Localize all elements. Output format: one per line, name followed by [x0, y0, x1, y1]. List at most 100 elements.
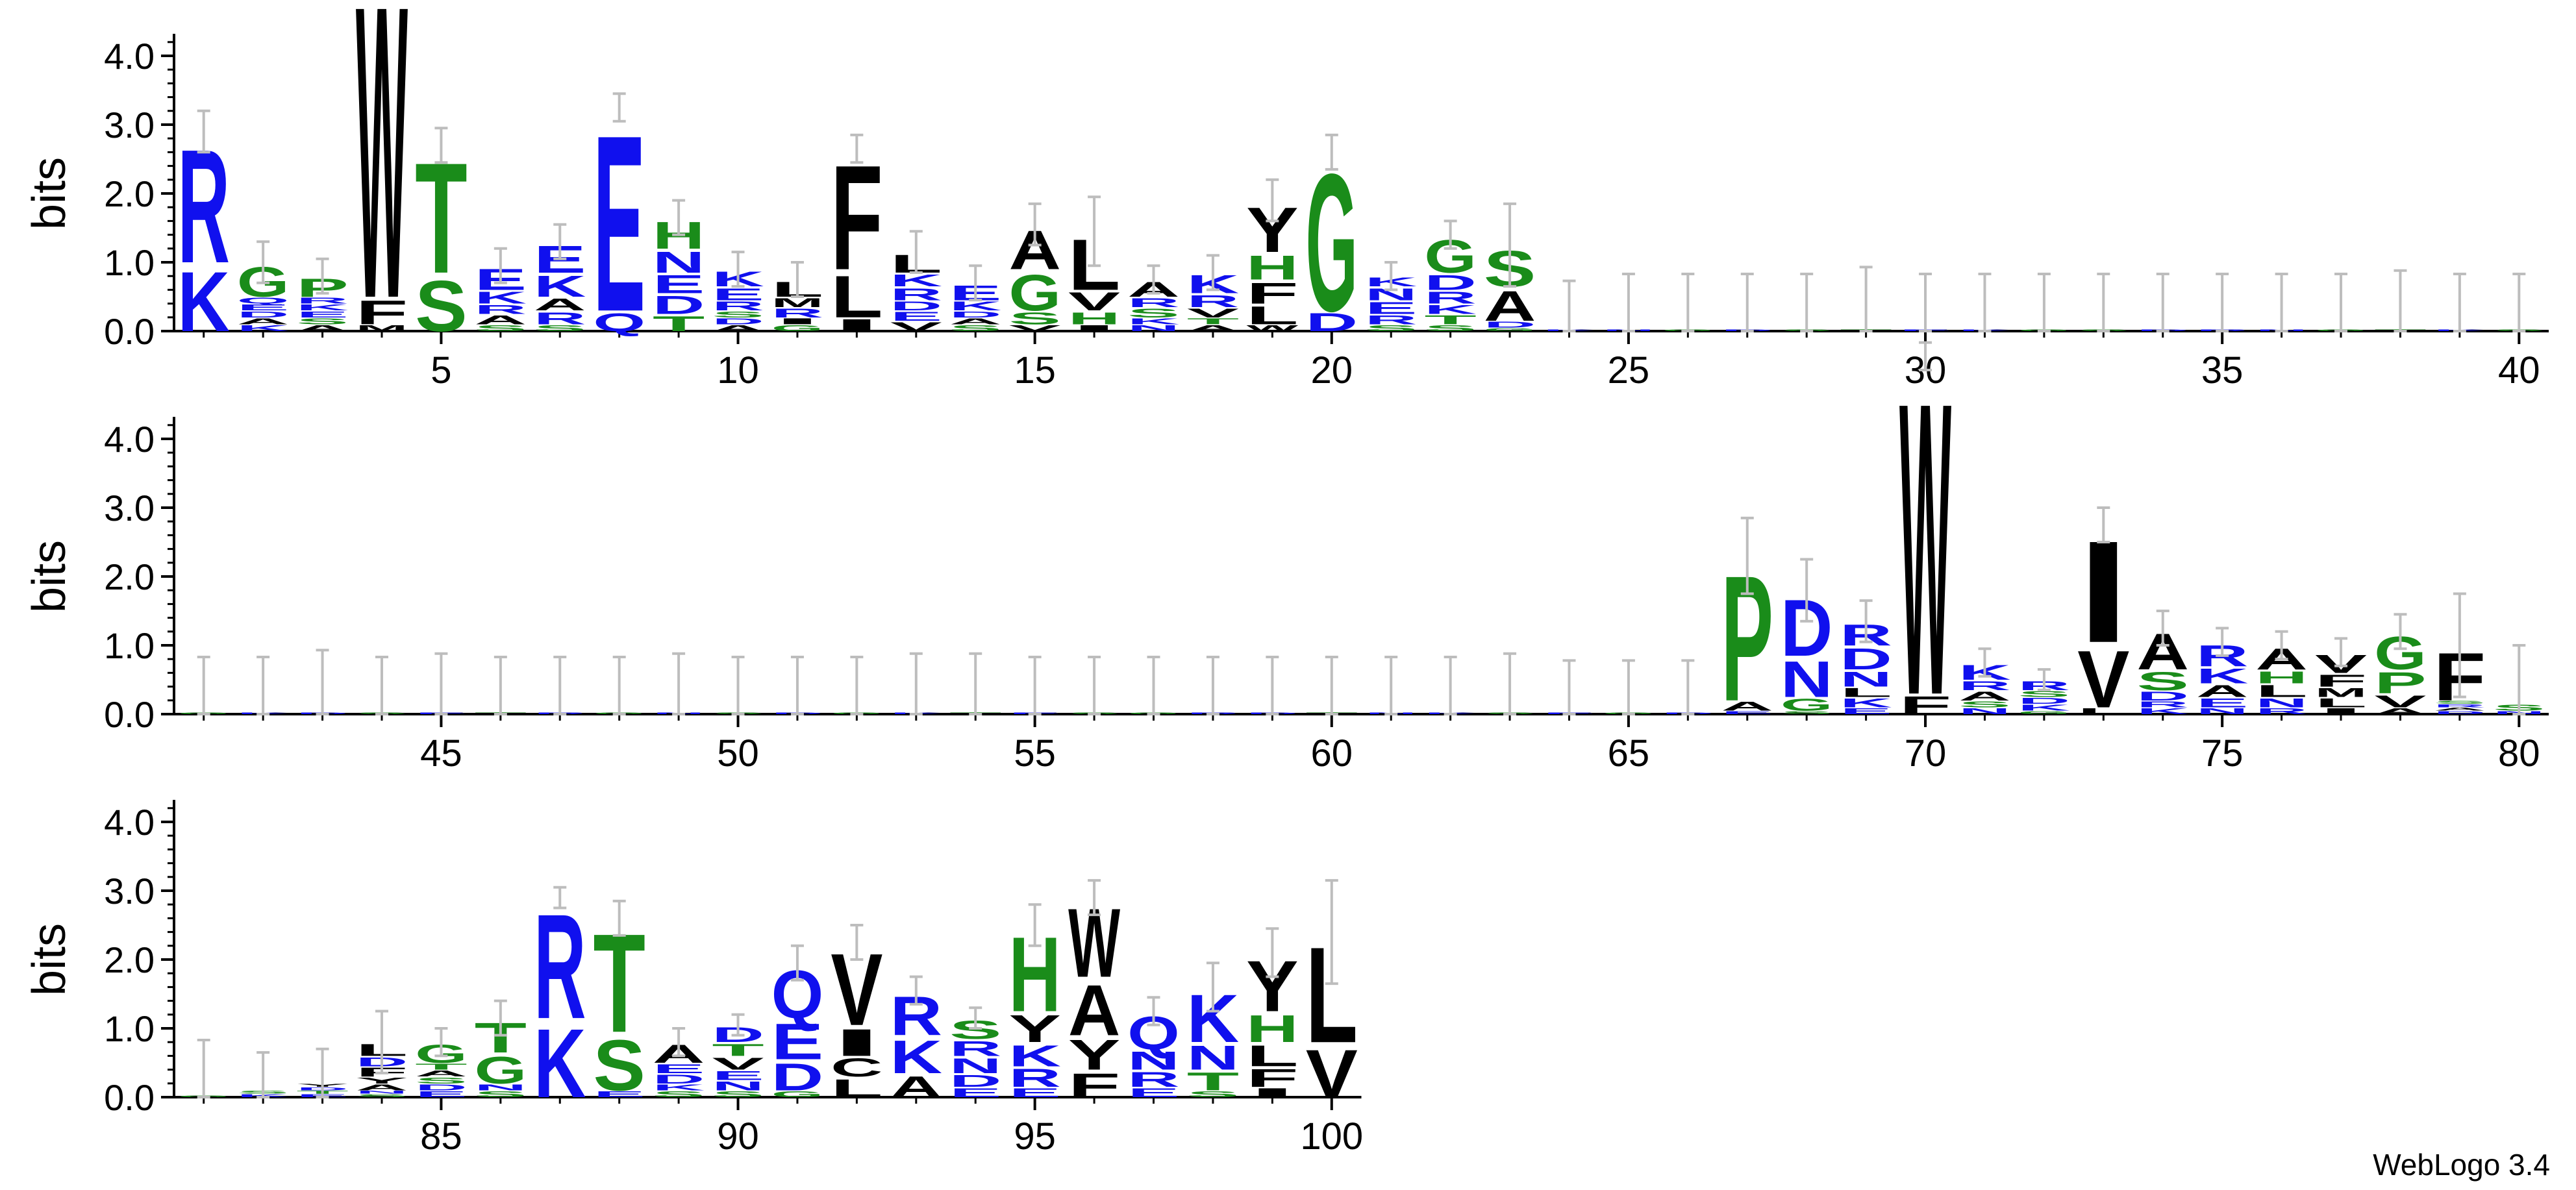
letter-D: D	[415, 1082, 467, 1092]
letter-A: A	[2434, 707, 2486, 712]
error-bar	[850, 133, 864, 164]
stack-pos-56: S	[1068, 656, 1120, 715]
letter-E: E	[593, 1089, 645, 1099]
stack-pos-90: SNEVTD	[712, 1013, 764, 1099]
letter-A: A	[1187, 323, 1239, 333]
letter-K: K	[890, 271, 942, 290]
error-bar	[256, 240, 270, 284]
letter-N: N	[1187, 1039, 1239, 1078]
letter-S: S	[712, 310, 764, 319]
error-bar	[1266, 656, 1279, 715]
letter-R: R	[771, 306, 823, 320]
letter-E: E	[1721, 710, 1773, 715]
x-tick-label: 15	[1014, 349, 1056, 391]
letter-D: D	[1484, 320, 1536, 330]
stack-pos-82: KS	[237, 1051, 289, 1098]
error-bar	[1978, 273, 1992, 332]
error-bar	[1444, 656, 1457, 715]
error-bar	[2394, 269, 2407, 332]
y-tick-label: 3.0	[104, 488, 155, 528]
letter-F: F	[1246, 1063, 1298, 1092]
error-bar	[790, 944, 804, 982]
letter-K: K	[177, 254, 229, 349]
letter-N: N	[1840, 667, 1892, 691]
error-bar	[1028, 202, 1042, 247]
stack-pos-53: K	[890, 652, 942, 715]
letter-D: D	[890, 299, 942, 313]
error-bar	[2037, 273, 2051, 332]
error-bar	[2097, 506, 2110, 543]
letter-E: E	[712, 285, 764, 304]
letter-E: E	[1127, 1085, 1179, 1100]
y-tick-label: 3.0	[104, 105, 155, 145]
x-tick-label: 10	[717, 349, 759, 391]
error-bar	[1206, 656, 1219, 715]
stack-pos-4: MFW	[356, 0, 408, 386]
error-bar	[1740, 516, 1754, 595]
letter-N: N	[949, 1054, 1001, 1078]
letter-S: S	[1424, 323, 1476, 333]
stack-pos-51: D	[771, 656, 823, 715]
letter-V: V	[2374, 692, 2426, 711]
error-bar	[2156, 273, 2170, 332]
x-tick-label: 40	[2498, 349, 2540, 391]
error-bar	[494, 247, 507, 284]
x-tick-label: 5	[431, 349, 451, 391]
letter-M: M	[2315, 686, 2367, 700]
stack-pos-30: E	[1899, 273, 1951, 332]
x-tick-label: 55	[1014, 732, 1056, 775]
error-bar	[1266, 927, 1279, 978]
stack-pos-54: T	[949, 652, 1001, 715]
x-tick-label: 50	[717, 732, 759, 775]
letter-E: E	[1840, 706, 1892, 716]
error-bar	[316, 649, 329, 715]
letter-D: D	[1306, 308, 1358, 336]
error-bar	[2275, 630, 2288, 661]
letter-R: R	[1008, 1063, 1060, 1092]
letter-R: R	[1127, 1068, 1179, 1091]
letter-F: F	[1899, 691, 1951, 719]
error-bar	[731, 1013, 745, 1037]
letter-A: A	[475, 313, 527, 327]
y-tick-label: 1.0	[104, 625, 155, 666]
letter-S: S	[1187, 1089, 1239, 1099]
error-bar	[850, 656, 864, 715]
error-bar	[434, 1027, 448, 1058]
letter-W: W	[1899, 316, 1952, 782]
letter-A: A	[712, 323, 764, 333]
letter-K: K	[534, 270, 586, 303]
letter-A: A	[296, 323, 348, 333]
letter-T: T	[653, 312, 705, 336]
letter-R: R	[1187, 292, 1239, 311]
x-tick-label: 45	[420, 732, 462, 775]
letter-E: E	[237, 303, 289, 312]
letter-T: T	[1424, 313, 1476, 327]
stack-pos-2: KADEQG	[237, 240, 289, 333]
error-bar	[2156, 610, 2170, 647]
error-bar	[494, 999, 507, 1037]
error-bar	[790, 261, 804, 298]
stack-pos-25: N	[1603, 273, 1655, 332]
error-bar	[909, 652, 923, 715]
stack-pos-93: AKR	[890, 975, 942, 1104]
stack-pos-44: S	[356, 656, 408, 715]
letter-L: L	[2077, 706, 2129, 716]
stack-pos-55: E	[1008, 656, 1061, 715]
letter-R: R	[712, 299, 764, 313]
letter-N: N	[1958, 706, 2010, 716]
error-bar	[553, 223, 567, 260]
letter-S: S	[415, 266, 467, 347]
letter-K: K	[1424, 303, 1477, 317]
stack-pos-36: N	[2255, 273, 2308, 332]
error-bar	[1800, 273, 1814, 332]
